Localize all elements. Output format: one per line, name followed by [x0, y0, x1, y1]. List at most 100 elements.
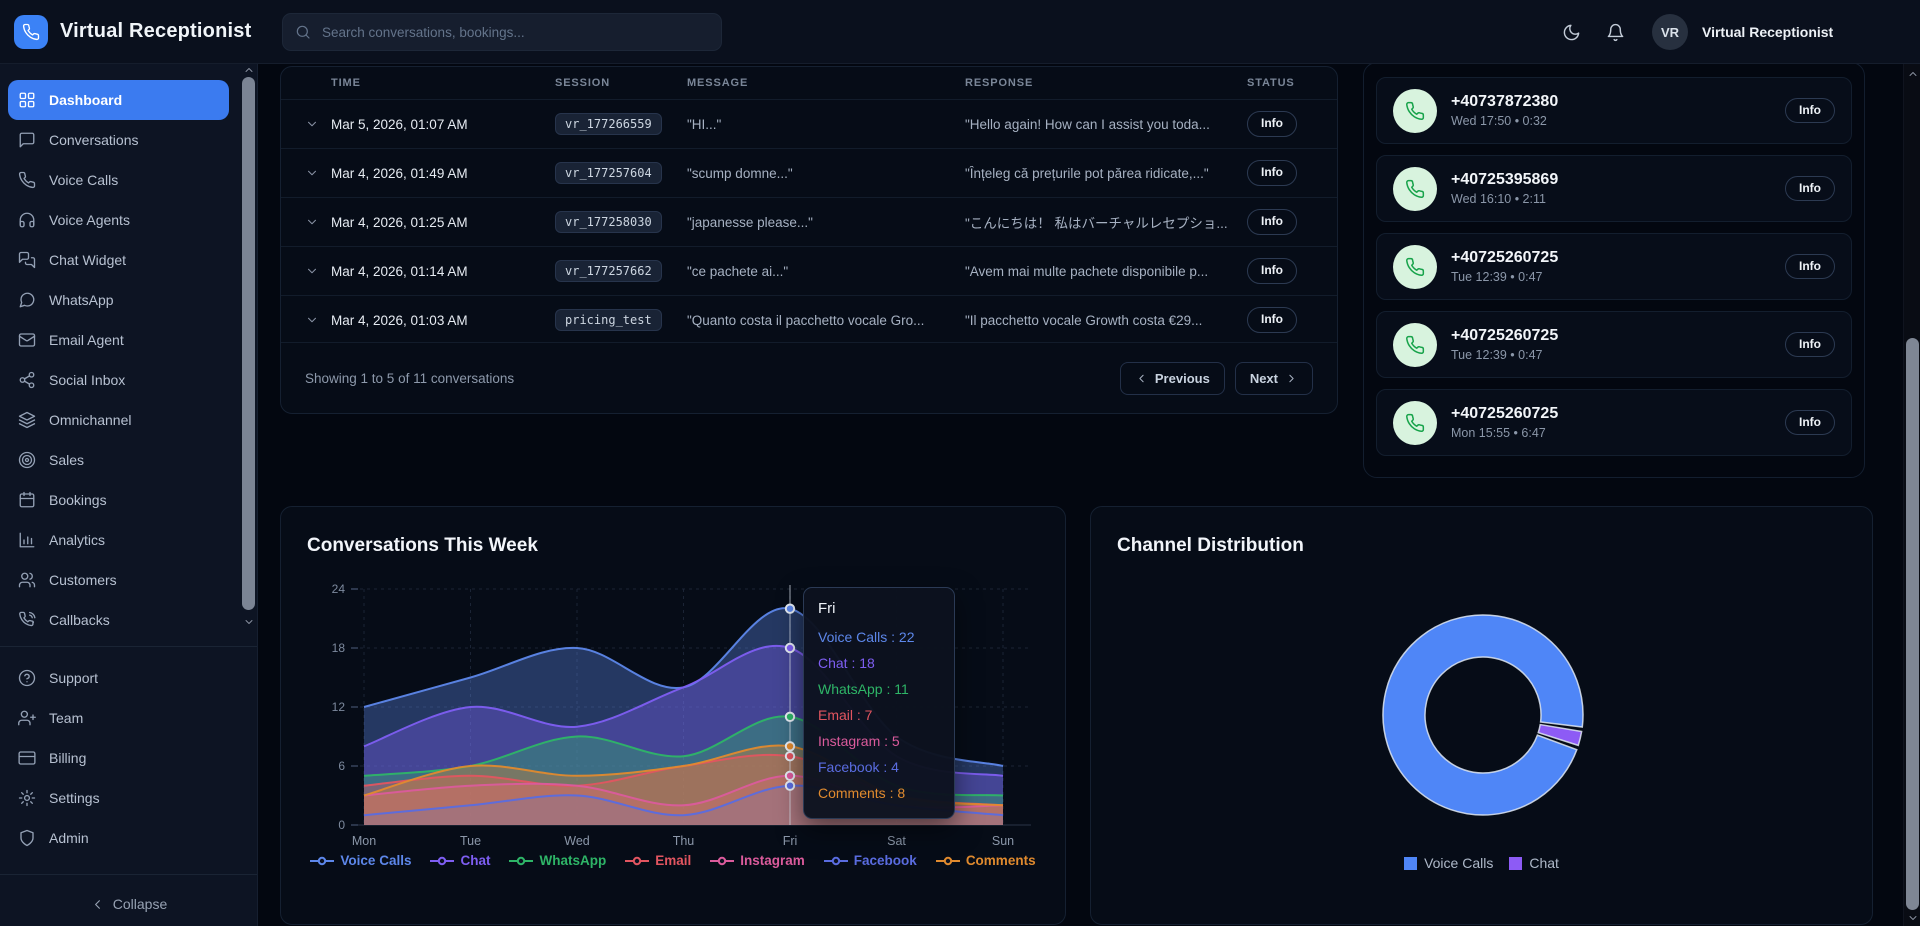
legend-item-comments[interactable]: Comments	[935, 853, 1036, 868]
legend-item-whatsapp[interactable]: WhatsApp	[509, 853, 606, 868]
sidebar-scrollbar[interactable]	[241, 64, 256, 644]
chevron-down-icon[interactable]	[305, 215, 331, 229]
app-title: Virtual Receptionist	[60, 20, 252, 42]
call-card[interactable]: +40737872380 Wed 17:50 • 0:32 Info	[1376, 77, 1852, 144]
sidebar-item-voice-agents[interactable]: Voice Agents	[8, 200, 229, 240]
phone-icon	[22, 23, 40, 41]
svg-text:Sat: Sat	[887, 834, 906, 848]
sidebar-collapse-button[interactable]: Collapse	[0, 886, 257, 922]
conversations-week-card: Conversations This Week 0 6 12 18 24 Mon Tue We…	[280, 506, 1066, 925]
donut-chart[interactable]	[1091, 577, 1872, 867]
sidebar-item-label: Dashboard	[49, 92, 123, 108]
sidebar-item-conversations[interactable]: Conversations	[8, 120, 229, 160]
sidebar-item-admin[interactable]: Admin	[8, 818, 229, 858]
legend-item-instagram[interactable]: Instagram	[710, 853, 805, 868]
sidebar-item-label: Customers	[49, 572, 117, 588]
chevron-up-icon[interactable]	[1906, 68, 1919, 80]
sidebar-item-label: Callbacks	[49, 612, 110, 628]
page-scrollbar[interactable]	[1903, 64, 1920, 926]
sidebar-item-billing[interactable]: Billing	[8, 738, 229, 778]
chevron-down-icon[interactable]	[305, 117, 331, 131]
avatar[interactable]: VR	[1652, 14, 1688, 50]
call-meta: Tue 12:39 • 0:47	[1451, 348, 1543, 362]
info-button[interactable]: Info	[1247, 209, 1297, 235]
sidebar-item-voice-calls[interactable]: Voice Calls	[8, 160, 229, 200]
sidebar-item-settings[interactable]: Settings	[8, 778, 229, 818]
sidebar-item-sales[interactable]: Sales	[8, 440, 229, 480]
table-row[interactable]: Mar 4, 2026, 01:03 AM pricing_test "Quan…	[281, 295, 1337, 344]
sidebar-item-whatsapp[interactable]: WhatsApp	[8, 280, 229, 320]
chevron-up-icon[interactable]	[242, 64, 255, 76]
row-response: "Hello again! How can I assist you toda.…	[965, 116, 1210, 132]
sidebar-item-bookings[interactable]: Bookings	[8, 480, 229, 520]
call-card[interactable]: +40725260725 Tue 12:39 • 0:47 Info	[1376, 233, 1852, 300]
legend-item-voice-calls[interactable]: Voice Calls	[310, 853, 411, 868]
svg-text:6: 6	[338, 759, 345, 773]
table-row[interactable]: Mar 5, 2026, 01:07 AM vr_177266559 "HI..…	[281, 99, 1337, 148]
chevron-down-icon[interactable]	[305, 264, 331, 278]
info-button[interactable]: Info	[1247, 258, 1297, 284]
legend-item-facebook[interactable]: Facebook	[823, 853, 917, 868]
call-card[interactable]: +40725260725 Mon 15:55 • 6:47 Info	[1376, 389, 1852, 456]
sidebar-item-callbacks[interactable]: Callbacks	[8, 600, 229, 640]
call-number: +40725260725	[1451, 249, 1559, 266]
sidebar-item-social-inbox[interactable]: Social Inbox	[8, 360, 229, 400]
chevron-down-icon[interactable]	[305, 313, 331, 327]
legend-item-voice-calls[interactable]: Voice Calls	[1404, 855, 1493, 871]
info-button[interactable]: Info	[1247, 160, 1297, 186]
sidebar-item-label: Conversations	[49, 132, 139, 148]
row-message: "scump domne..."	[687, 165, 793, 181]
sidebar-item-chat-widget[interactable]: Chat Widget	[8, 240, 229, 280]
sidebar-item-label: Analytics	[49, 532, 106, 548]
info-button[interactable]: Info	[1247, 111, 1297, 137]
dark-mode-toggle[interactable]	[1556, 17, 1586, 47]
pagination-summary: Showing 1 to 5 of 11 conversations	[305, 370, 515, 386]
info-button[interactable]: Info	[1785, 331, 1835, 358]
column-session: SESSION	[555, 77, 611, 89]
sidebar-scrollbar-thumb[interactable]	[242, 77, 255, 610]
previous-button[interactable]: Previous	[1119, 361, 1225, 395]
sidebar-item-customers[interactable]: Customers	[8, 560, 229, 600]
sidebar-item-omnichannel[interactable]: Omnichannel	[8, 400, 229, 440]
info-button[interactable]: Info	[1785, 97, 1835, 124]
table-row[interactable]: Mar 4, 2026, 01:14 AM vr_177257662 "ce p…	[281, 246, 1337, 295]
info-button[interactable]: Info	[1785, 253, 1835, 280]
search-input[interactable]	[320, 23, 709, 41]
notifications-button[interactable]	[1600, 17, 1630, 47]
legend-item-email[interactable]: Email	[625, 853, 691, 868]
sidebar-item-support[interactable]: Support	[8, 658, 229, 698]
legend-item-chat[interactable]: Chat	[1509, 855, 1559, 871]
call-number: +40725395869	[1451, 171, 1559, 188]
headphones-icon	[18, 211, 36, 229]
call-card[interactable]: +40725395869 Wed 16:10 • 2:11 Info	[1376, 155, 1852, 222]
sidebar: Dashboard Conversations Voice Calls Voic…	[0, 64, 258, 926]
call-number: +40737872380	[1451, 93, 1559, 110]
chevron-down-icon[interactable]	[242, 616, 255, 628]
next-button[interactable]: Next	[1234, 361, 1313, 395]
table-row[interactable]: Mar 4, 2026, 01:49 AM vr_177257604 "scum…	[281, 148, 1337, 197]
sidebar-item-label: Voice Agents	[49, 212, 130, 228]
legend-marker-icon	[710, 856, 735, 865]
sidebar-item-email-agent[interactable]: Email Agent	[8, 320, 229, 360]
chevron-down-icon[interactable]	[1906, 912, 1919, 924]
row-response: "Avem mai multe pachete disponibile p...	[965, 263, 1209, 279]
sidebar-item-team[interactable]: Team	[8, 698, 229, 738]
info-button[interactable]: Info	[1785, 409, 1835, 436]
mail-icon	[18, 331, 36, 349]
page-scrollbar-thumb[interactable]	[1906, 338, 1919, 910]
message-square-icon	[18, 131, 36, 149]
sidebar-item-label: Team	[49, 710, 84, 726]
info-button[interactable]: Info	[1247, 307, 1297, 333]
call-number: +40725260725	[1451, 405, 1559, 422]
help-circle-icon	[18, 669, 36, 687]
chevron-down-icon[interactable]	[305, 166, 331, 180]
info-button[interactable]: Info	[1785, 175, 1835, 202]
global-search[interactable]	[282, 13, 722, 51]
call-card[interactable]: +40725260725 Tue 12:39 • 0:47 Info	[1376, 311, 1852, 378]
row-message: "HI..."	[687, 116, 722, 132]
sidebar-item-dashboard[interactable]: Dashboard	[8, 80, 229, 120]
table-row[interactable]: Mar 4, 2026, 01:25 AM vr_177258030 "japa…	[281, 197, 1337, 246]
sidebar-item-analytics[interactable]: Analytics	[8, 520, 229, 560]
legend-item-chat[interactable]: Chat	[430, 853, 490, 868]
row-response: "Înțeleg că prețurile pot părea ridicate…	[965, 165, 1209, 181]
